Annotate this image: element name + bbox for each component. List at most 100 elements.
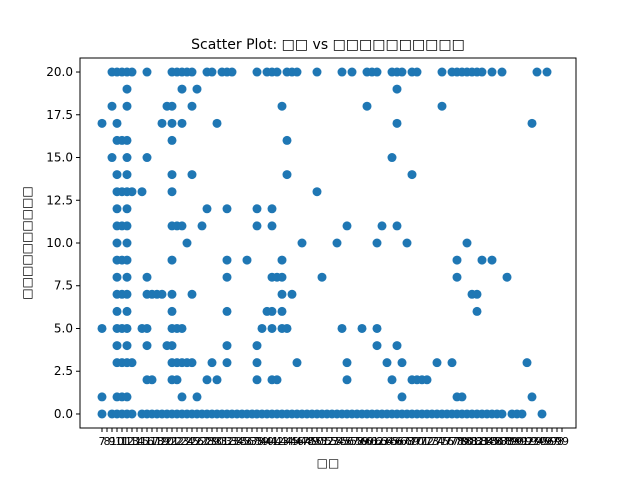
x-tick-label: 24 xyxy=(180,435,194,448)
data-point xyxy=(372,67,382,77)
data-point xyxy=(167,118,177,128)
data-point xyxy=(202,204,212,214)
x-tick-label: 36 xyxy=(240,435,254,448)
data-point xyxy=(222,204,232,214)
data-point xyxy=(222,255,232,265)
data-point xyxy=(157,289,167,299)
x-tick-label: 25 xyxy=(185,435,199,448)
data-point xyxy=(342,375,352,385)
data-point xyxy=(212,375,222,385)
x-tick-label: 23 xyxy=(175,435,189,448)
data-point xyxy=(127,409,137,419)
x-tick-label: 96 xyxy=(540,435,554,448)
data-point xyxy=(177,84,187,94)
data-point xyxy=(122,221,132,231)
x-tick-label: 43 xyxy=(275,435,289,448)
x-tick-label: 64 xyxy=(380,435,394,448)
x-tick-label: 74 xyxy=(430,435,444,448)
x-tick-label: 54 xyxy=(330,435,344,448)
data-point xyxy=(372,238,382,248)
data-point xyxy=(97,409,107,419)
data-point xyxy=(252,375,262,385)
x-tick-label: 8 xyxy=(104,435,111,448)
x-tick-label: 73 xyxy=(425,435,439,448)
data-point xyxy=(462,238,472,248)
x-tick-label: 69 xyxy=(405,435,419,448)
x-tick-label: 66 xyxy=(390,435,404,448)
data-point xyxy=(177,221,187,231)
data-point xyxy=(127,187,137,197)
chart-title: Scatter Plot: □□ vs □□□□□□□□□□ xyxy=(191,37,465,53)
data-point xyxy=(207,358,217,368)
x-tick-label: 48 xyxy=(300,435,314,448)
x-tick-label: 7 xyxy=(99,435,106,448)
data-point xyxy=(147,375,157,385)
plot-points xyxy=(97,67,552,419)
x-tick-label: 49 xyxy=(305,435,319,448)
data-point xyxy=(257,323,267,333)
x-tick-label: 78 xyxy=(450,435,464,448)
data-point xyxy=(412,67,422,77)
x-tick-label: 26 xyxy=(190,435,204,448)
data-point xyxy=(112,118,122,128)
x-tick-label: 15 xyxy=(135,435,149,448)
x-tick-label: 14 xyxy=(130,435,144,448)
x-tick-label: 27 xyxy=(195,435,209,448)
data-point xyxy=(197,221,207,231)
x-tick-label: 60 xyxy=(360,435,374,448)
y-tick-label: 0.0 xyxy=(54,407,73,421)
x-tick-label: 53 xyxy=(325,435,339,448)
data-point xyxy=(187,358,197,368)
x-tick-label: 16 xyxy=(140,435,154,448)
data-point xyxy=(312,67,322,77)
y-tick-label: 10.0 xyxy=(46,236,73,250)
y-tick-label: 2.5 xyxy=(54,364,73,378)
data-point xyxy=(187,101,197,111)
x-tick-label: 35 xyxy=(235,435,249,448)
x-tick-label: 99 xyxy=(555,435,569,448)
data-point xyxy=(277,101,287,111)
x-tick-label: 65 xyxy=(385,435,399,448)
x-tick-label: 90 xyxy=(510,435,524,448)
data-point xyxy=(452,272,462,282)
data-point xyxy=(112,170,122,180)
data-point xyxy=(167,101,177,111)
x-tick-label: 50 xyxy=(310,435,324,448)
x-tick-label: 55 xyxy=(335,435,349,448)
x-tick-label: 91 xyxy=(515,435,529,448)
data-point xyxy=(382,358,392,368)
data-point xyxy=(167,289,177,299)
data-point xyxy=(122,84,132,94)
x-tick-label: 40 xyxy=(260,435,274,448)
data-point xyxy=(202,375,212,385)
x-tick-label: 80 xyxy=(460,435,474,448)
data-point xyxy=(517,409,527,419)
x-tick-label: 30 xyxy=(210,435,224,448)
data-point xyxy=(472,289,482,299)
plot-frame xyxy=(79,57,577,429)
data-point xyxy=(397,67,407,77)
x-tick-label: 84 xyxy=(480,435,494,448)
data-point xyxy=(182,238,192,248)
data-point xyxy=(112,306,122,316)
data-point xyxy=(212,118,222,128)
data-point xyxy=(242,255,252,265)
data-point xyxy=(142,153,152,163)
x-tick-label: 92 xyxy=(520,435,534,448)
data-point xyxy=(267,221,277,231)
data-point xyxy=(122,272,132,282)
data-point xyxy=(357,323,367,333)
data-point xyxy=(422,375,432,385)
data-point xyxy=(122,101,132,111)
y-tick-label: 5.0 xyxy=(54,321,73,335)
data-point xyxy=(497,67,507,77)
data-point xyxy=(122,306,132,316)
data-point xyxy=(252,341,262,351)
data-point xyxy=(447,358,457,368)
x-tick-label: 76 xyxy=(440,435,454,448)
y-tick-label: 12.5 xyxy=(46,193,73,207)
data-point xyxy=(477,255,487,265)
data-point xyxy=(122,392,132,402)
data-point xyxy=(277,255,287,265)
